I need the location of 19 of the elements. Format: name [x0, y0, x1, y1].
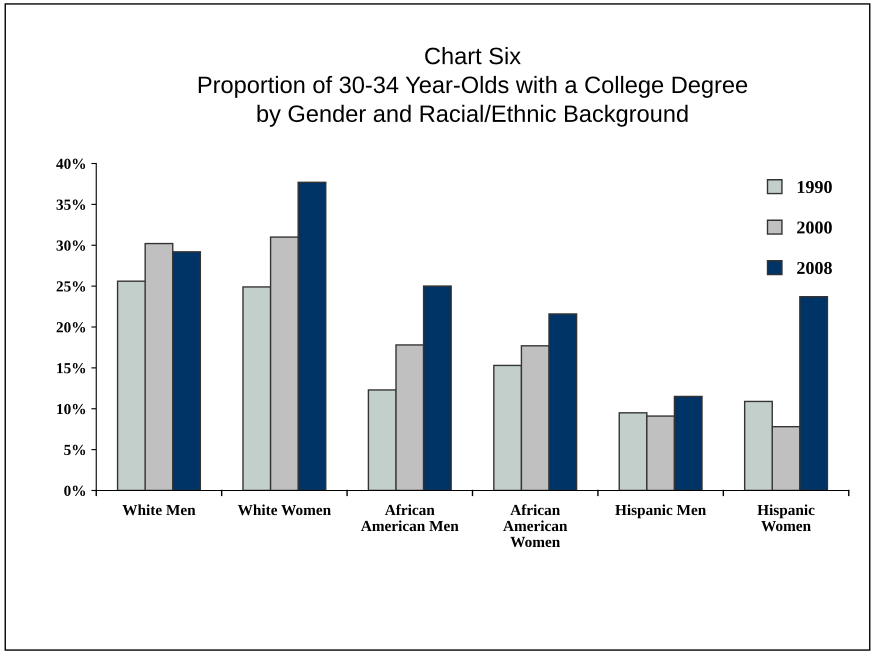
- x-tick-label: White Men: [122, 504, 196, 516]
- x-tick-label: African American Men: [360, 504, 459, 532]
- x-tick-label: White Women: [238, 504, 331, 516]
- y-tick-label: 20%: [56, 322, 86, 332]
- y-tick-label: 15%: [57, 363, 86, 374]
- legend-label: 2008: [797, 262, 832, 274]
- y-tick-label: 0%: [64, 486, 86, 496]
- y-tick-label: 10%: [57, 404, 86, 414]
- x-tick-label: Hispanic Women: [757, 504, 815, 532]
- y-tick-label: 25%: [56, 281, 86, 292]
- legend-label: 2000: [797, 221, 832, 234]
- x-tick-label: African American Women: [503, 504, 568, 548]
- y-tick-label: 5%: [64, 444, 86, 456]
- y-tick-label: 35%: [56, 200, 86, 210]
- legend-label: 1990: [798, 180, 832, 194]
- y-tick-label: 30%: [56, 240, 86, 251]
- y-tick-label: 40%: [56, 158, 86, 169]
- x-tick-label: Hispanic Men: [615, 504, 706, 518]
- chart-title: Chart Six Proportion of 30-34 Year-Olds with a College Degree by Gender and Racial/Ethnic Background: [198, 47, 748, 127]
